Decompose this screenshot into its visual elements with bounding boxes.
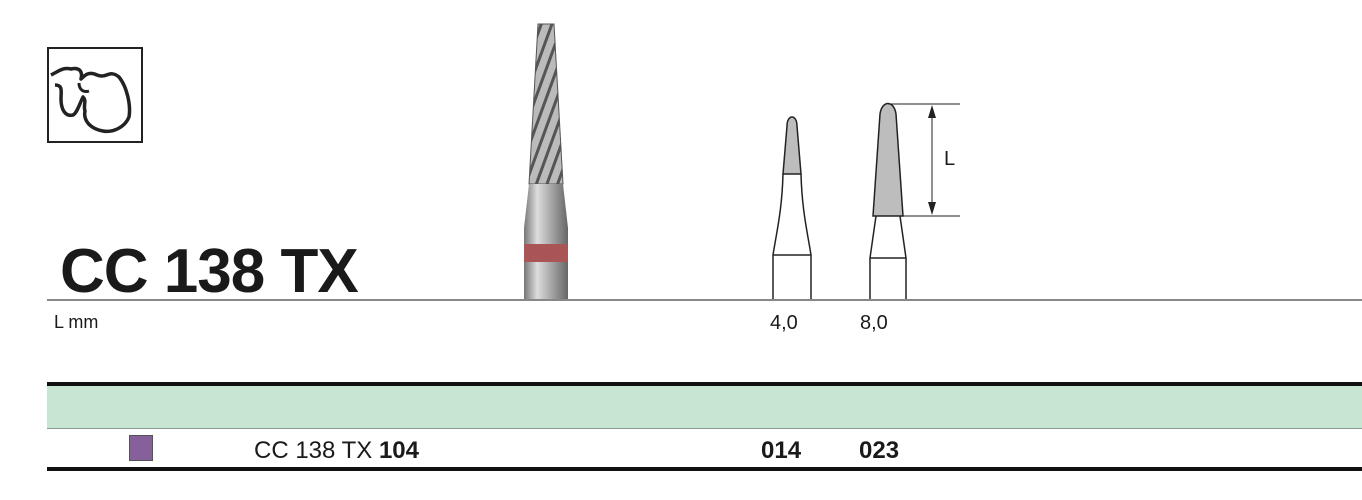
order-code-prefix: CC 138 TX xyxy=(254,437,373,464)
size-code: 023 xyxy=(859,437,900,464)
table-header-band xyxy=(47,386,1362,429)
color-swatch xyxy=(129,435,153,461)
size-length: 4,0 xyxy=(770,312,798,334)
product-title: CC 138 TX xyxy=(60,237,359,306)
order-code: CC 138 TX 104 xyxy=(254,437,419,465)
bur-photo xyxy=(510,18,582,305)
length-unit-label: L mm xyxy=(54,312,99,332)
table-top-rule xyxy=(47,382,1362,386)
baseline-divider xyxy=(47,299,1362,301)
bur-size-drawing xyxy=(760,100,980,307)
size-code: 014 xyxy=(761,437,802,464)
table-bottom-rule xyxy=(47,467,1362,471)
tooth-pictogram-icon xyxy=(47,47,143,143)
size-length: 8,0 xyxy=(860,312,888,334)
order-code-suffix: 104 xyxy=(378,437,419,464)
dimension-label: L xyxy=(944,148,956,170)
